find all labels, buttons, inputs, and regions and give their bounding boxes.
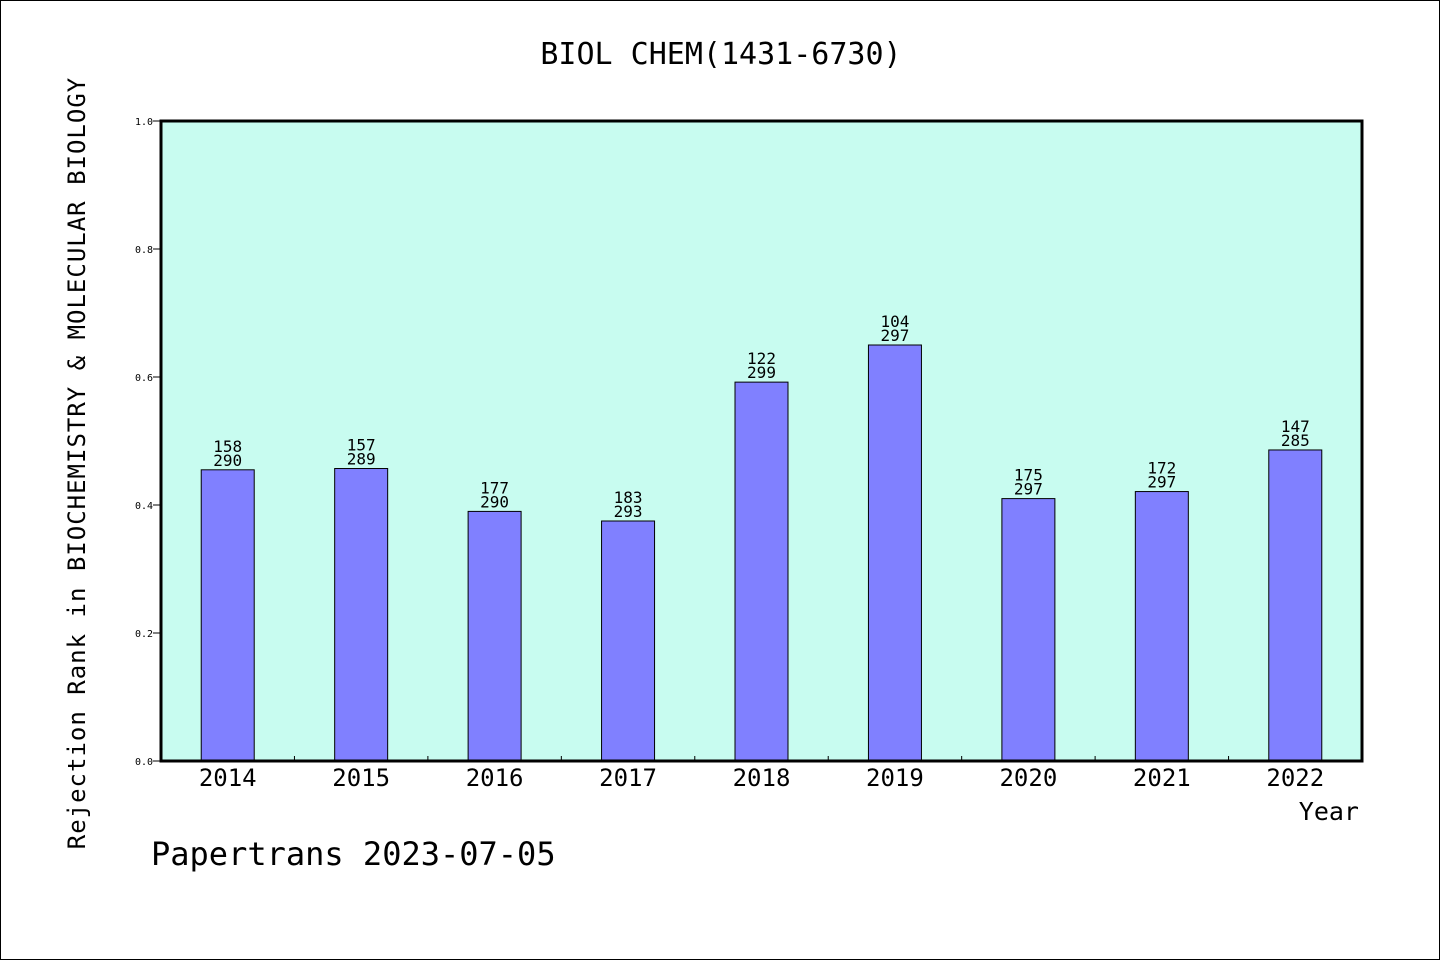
- x-tick-label: 2015: [332, 764, 390, 792]
- bar-label-top: 175: [1014, 466, 1043, 485]
- y-tick-label: 0.0: [135, 757, 153, 768]
- x-tick-label: 2021: [1133, 764, 1191, 792]
- y-tick-label: 0.8: [135, 245, 153, 256]
- x-tick-label: 2014: [199, 764, 257, 792]
- x-tick-label: 2020: [999, 764, 1057, 792]
- bar-label-bottom: 289: [347, 450, 376, 469]
- bar-label-bottom: 293: [614, 502, 643, 521]
- bar-label-top: 177: [480, 478, 509, 497]
- y-tick-label: 0.4: [135, 501, 153, 512]
- bar: [1001, 498, 1056, 762]
- bar-label-bottom: 297: [1147, 473, 1176, 492]
- bar-label-bottom: 290: [480, 492, 509, 511]
- bar-label-top: 122: [747, 349, 776, 368]
- y-tick-label: 0.2: [135, 629, 153, 640]
- y-tick-label: 1.0: [135, 117, 153, 128]
- x-tick-label: 2018: [733, 764, 791, 792]
- bar-label-bottom: 297: [1014, 480, 1043, 499]
- y-tick-label: 0.6: [135, 373, 153, 384]
- x-tick-label: 2022: [1266, 764, 1324, 792]
- bar-label-bottom: 297: [880, 326, 909, 345]
- bar: [334, 468, 389, 762]
- x-tick-label: 2019: [866, 764, 924, 792]
- bar: [734, 381, 789, 762]
- bar: [1268, 449, 1323, 762]
- bar-label-top: 147: [1281, 417, 1310, 436]
- plot-border: [159, 119, 1364, 763]
- bar: [1134, 491, 1189, 762]
- bar-label-top: 158: [213, 437, 242, 456]
- bar-label-top: 157: [347, 436, 376, 455]
- bar-label-bottom: 290: [213, 451, 242, 470]
- chart-title: BIOL CHEM(1431-6730): [540, 37, 902, 72]
- bar: [601, 520, 656, 762]
- bar-label-bottom: 285: [1281, 431, 1310, 450]
- bar: [867, 344, 922, 762]
- bar-label-top: 172: [1147, 459, 1176, 478]
- footer-credit: Papertrans 2023-07-05: [151, 835, 556, 873]
- bar: [200, 469, 255, 762]
- x-axis-label: Year: [1298, 797, 1359, 826]
- x-tick-label: 2017: [599, 764, 657, 792]
- bar-label-top: 183: [614, 488, 643, 507]
- bar-label-bottom: 299: [747, 363, 776, 382]
- x-tick-label: 2016: [466, 764, 524, 792]
- bar: [467, 510, 522, 762]
- bar-label-top: 104: [880, 312, 909, 331]
